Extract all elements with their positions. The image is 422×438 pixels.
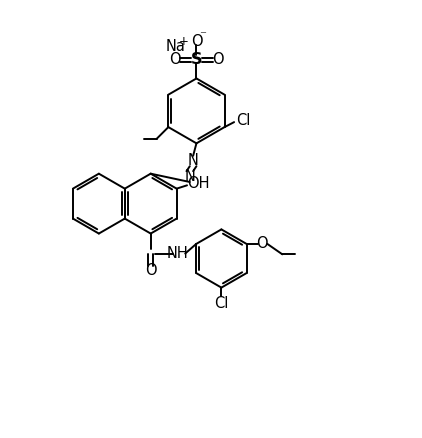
Text: N: N [188, 153, 199, 168]
Text: Cl: Cl [214, 296, 229, 311]
Text: N: N [184, 169, 195, 184]
Text: ⁻: ⁻ [200, 29, 207, 42]
Text: O: O [169, 52, 181, 67]
Text: O: O [212, 52, 224, 67]
Text: Na: Na [165, 39, 185, 54]
Text: NH: NH [167, 246, 189, 261]
Text: S: S [191, 52, 202, 67]
Text: Cl: Cl [236, 113, 251, 128]
Text: O: O [191, 34, 202, 49]
Text: OH: OH [187, 176, 209, 191]
Text: O: O [257, 237, 268, 251]
Text: +: + [179, 35, 189, 48]
Text: O: O [145, 263, 157, 278]
